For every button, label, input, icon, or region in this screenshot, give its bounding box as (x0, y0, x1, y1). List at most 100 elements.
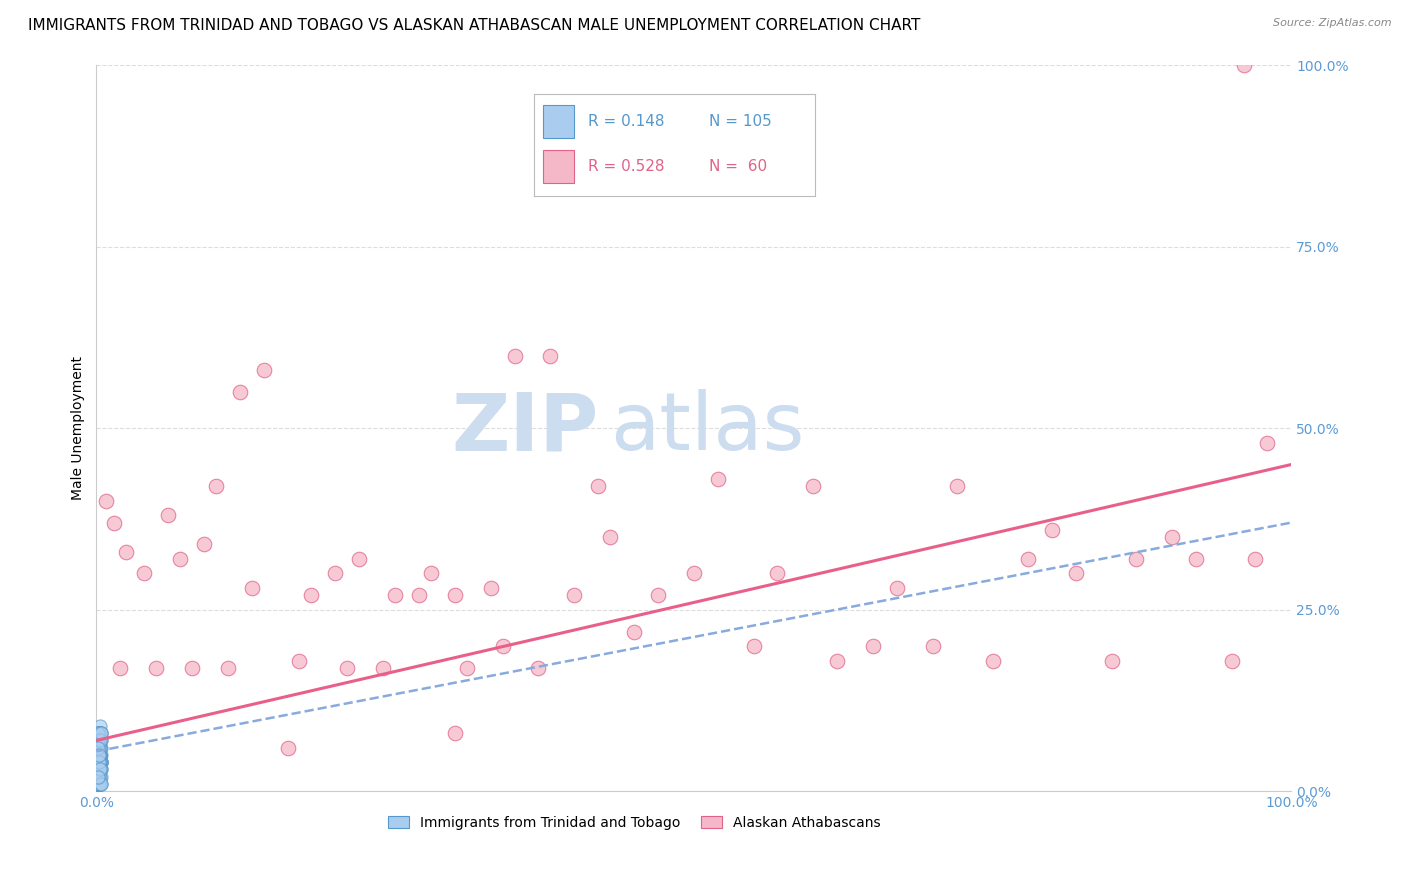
Point (86, 756, 108, 770)
Point (623, 624, 645, 639)
Point (86, 740, 108, 755)
Point (503, 349, 526, 363)
Point (87, 747, 110, 762)
Point (1256, 435, 1278, 450)
Point (134, 566, 156, 581)
Point (87, 740, 110, 755)
Point (886, 581, 908, 595)
Point (193, 537, 215, 551)
Point (1125, 552, 1147, 566)
Point (181, 661, 204, 675)
Point (87, 777, 110, 791)
Point (87, 756, 110, 770)
Point (86, 740, 108, 755)
Text: IMMIGRANTS FROM TRINIDAD AND TOBAGO VS ALASKAN ATHABASCAN MALE UNEMPLOYMENT CORR: IMMIGRANTS FROM TRINIDAD AND TOBAGO VS A… (28, 18, 921, 33)
Text: R = 0.528: R = 0.528 (588, 159, 664, 174)
Point (90, 763, 112, 777)
Point (87, 763, 110, 777)
Point (87, 726, 110, 740)
Point (87, 770, 110, 784)
Point (682, 566, 704, 581)
Point (277, 740, 299, 755)
Point (1184, 552, 1206, 566)
FancyBboxPatch shape (543, 105, 574, 137)
Point (89, 777, 111, 791)
Point (89, 740, 111, 755)
Point (89, 733, 111, 747)
Point (89, 740, 111, 755)
Point (86, 777, 108, 791)
Point (1064, 566, 1087, 581)
Point (90, 747, 112, 762)
Point (1017, 552, 1039, 566)
Point (89, 763, 111, 777)
Point (90, 756, 112, 770)
Point (527, 661, 550, 675)
Point (86, 777, 108, 791)
Point (240, 581, 263, 595)
Point (87, 777, 110, 791)
Point (86, 747, 108, 762)
Text: R = 0.148: R = 0.148 (588, 114, 664, 128)
Point (110, 661, 132, 675)
Point (86, 770, 108, 784)
Y-axis label: Male Unemployment: Male Unemployment (72, 356, 86, 500)
FancyBboxPatch shape (543, 150, 574, 183)
Point (86, 777, 108, 791)
Point (492, 639, 515, 653)
Text: N = 105: N = 105 (709, 114, 772, 128)
Point (538, 349, 561, 363)
Point (86, 747, 108, 762)
Point (229, 384, 252, 399)
Point (349, 552, 371, 566)
Point (86, 756, 108, 770)
Point (90, 740, 112, 755)
Point (90, 726, 112, 740)
Point (1101, 654, 1123, 668)
Point (90, 733, 112, 747)
Point (86, 770, 108, 784)
Point (90, 777, 112, 791)
Point (87, 756, 110, 770)
Point (89, 777, 111, 791)
Point (87, 770, 110, 784)
Point (87, 726, 110, 740)
Point (89, 747, 111, 762)
Point (87, 770, 110, 784)
Point (86, 777, 108, 791)
Text: atlas: atlas (610, 389, 804, 467)
Point (94, 493, 117, 508)
Point (89, 756, 111, 770)
Point (87, 770, 110, 784)
Point (89, 763, 111, 777)
Legend: Immigrants from Trinidad and Tobago, Alaskan Athabascans: Immigrants from Trinidad and Tobago, Ala… (382, 810, 886, 835)
Point (456, 661, 478, 675)
Point (766, 566, 789, 581)
Point (825, 654, 848, 668)
Point (90, 756, 112, 770)
Point (89, 740, 111, 755)
Point (87, 763, 110, 777)
Point (89, 763, 111, 777)
Point (373, 661, 395, 675)
Point (169, 552, 191, 566)
Point (89, 756, 111, 770)
Point (90, 726, 112, 740)
Point (384, 588, 406, 602)
Point (87, 733, 110, 747)
Point (90, 763, 112, 777)
Point (87, 770, 110, 784)
Point (86, 763, 108, 777)
Point (157, 508, 180, 523)
Point (336, 661, 359, 675)
Point (90, 756, 112, 770)
Point (90, 733, 112, 747)
Point (89, 763, 111, 777)
Point (408, 588, 430, 602)
Text: ZIP: ZIP (451, 389, 598, 467)
Point (479, 581, 502, 595)
Point (86, 770, 108, 784)
Point (301, 588, 323, 602)
Text: N =  60: N = 60 (709, 159, 766, 174)
Point (89, 747, 111, 762)
